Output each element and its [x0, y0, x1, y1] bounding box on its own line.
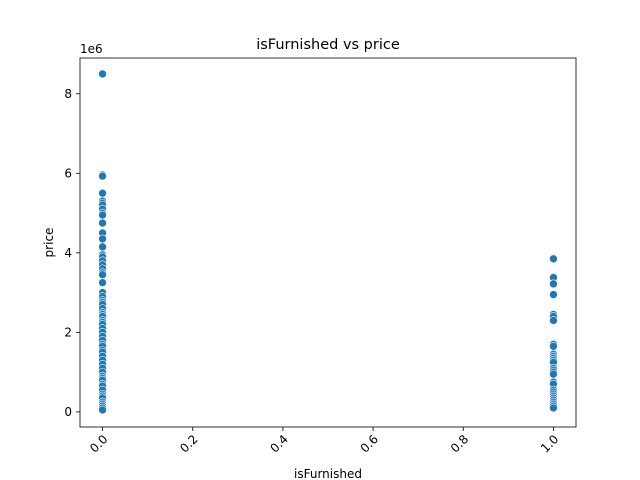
data-point	[549, 279, 558, 289]
x-tick-label: 0.6	[358, 432, 381, 455]
x-tick-label: 0.8	[448, 432, 471, 455]
y-tick-label: 4	[64, 246, 72, 260]
y-offset-label: 1e6	[80, 42, 103, 56]
y-axis-label: price	[42, 228, 56, 258]
x-tick-label: 1.0	[538, 432, 561, 455]
data-point	[98, 234, 107, 244]
data-point	[98, 210, 107, 220]
y-tick-label: 6	[64, 166, 72, 180]
points-layer	[98, 69, 558, 415]
y-axis-ticks: 0 2 4 6 8	[64, 87, 80, 419]
data-point	[549, 316, 558, 325]
x-tick-label: 0.0	[87, 432, 110, 455]
plot-frame	[79, 57, 577, 428]
data-point	[549, 290, 558, 299]
data-point	[98, 270, 107, 280]
data-point	[98, 171, 107, 181]
data-point	[98, 242, 107, 252]
data-point	[549, 254, 558, 264]
data-point	[549, 341, 558, 351]
y-tick-label: 8	[64, 87, 72, 101]
x-axis-ticks: 0.0 0.2 0.4 0.6 0.8 1.0	[87, 427, 561, 455]
data-point	[98, 69, 107, 79]
y-tick-label: 0	[64, 405, 72, 419]
x-tick-label: 0.2	[177, 432, 200, 455]
data-point	[98, 188, 107, 198]
x-axis-label: isFurnished	[294, 467, 362, 480]
data-point	[549, 369, 558, 379]
y-tick-label: 2	[64, 325, 72, 339]
x-tick-label: 0.4	[267, 432, 290, 455]
data-point	[98, 218, 107, 228]
data-point	[98, 405, 107, 415]
chart-title: isFurnished vs price	[256, 37, 400, 53]
data-point	[98, 278, 107, 287]
data-point	[549, 403, 558, 413]
